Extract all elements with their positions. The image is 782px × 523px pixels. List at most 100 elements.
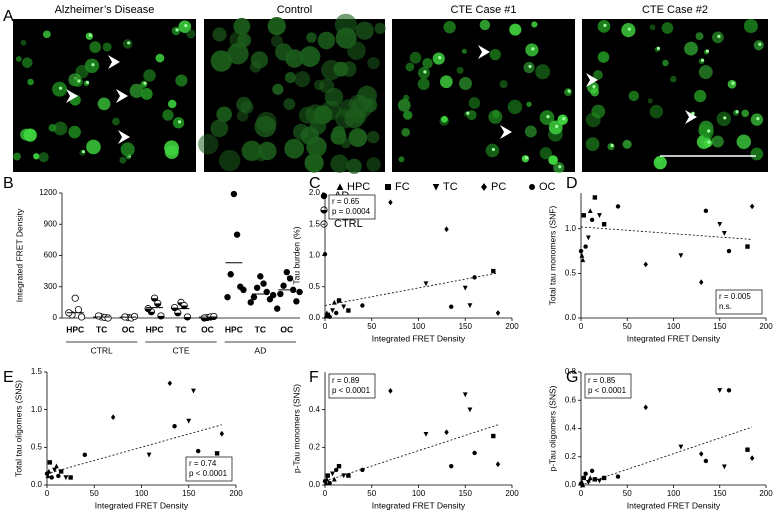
- cell: [695, 32, 704, 41]
- cell: [186, 29, 196, 39]
- micrograph: [392, 19, 575, 172]
- point: [491, 268, 496, 274]
- point: [71, 294, 79, 302]
- cell: [367, 130, 380, 144]
- cell: [218, 149, 241, 172]
- x-tick-label: HPC: [225, 324, 243, 334]
- y-tick-label: 0.5: [31, 442, 43, 451]
- inclusion: [558, 165, 562, 169]
- cell: [306, 32, 317, 43]
- y-tick-label: 1.0: [31, 405, 43, 414]
- point: [699, 451, 704, 457]
- cell: [155, 53, 165, 63]
- point: [260, 280, 267, 287]
- cell: [492, 111, 500, 119]
- point: [74, 306, 83, 314]
- cell: [284, 138, 305, 159]
- stats-text: p < 0.0001: [189, 469, 228, 478]
- point: [286, 275, 294, 282]
- point: [462, 285, 468, 291]
- point: [257, 273, 264, 280]
- cell: [348, 128, 368, 148]
- point: [592, 477, 598, 482]
- x-tick-label: 100: [412, 489, 426, 498]
- fit-line: [580, 426, 753, 486]
- cell: [236, 96, 252, 113]
- point: [196, 448, 201, 454]
- cell: [422, 58, 433, 69]
- point: [491, 433, 496, 439]
- y-tick-label: 0.0: [565, 313, 577, 322]
- inclusion: [177, 120, 182, 124]
- x-axis-title: Integrated FRET Density: [627, 500, 721, 510]
- point: [341, 304, 347, 310]
- cell: [456, 66, 464, 74]
- point: [56, 473, 61, 479]
- legend-label: OC: [539, 181, 556, 193]
- stats-box: [328, 194, 376, 220]
- inclusion: [77, 79, 81, 83]
- inclusion: [88, 33, 92, 37]
- inclusion: [700, 58, 705, 62]
- point: [320, 192, 328, 200]
- point: [230, 190, 238, 198]
- point: [423, 431, 429, 437]
- point: [643, 404, 648, 411]
- point: [47, 460, 53, 465]
- point: [432, 184, 440, 191]
- inclusion: [175, 28, 179, 32]
- cell: [548, 155, 558, 165]
- arrowhead: [685, 110, 697, 124]
- point: [578, 248, 584, 254]
- point: [721, 230, 727, 236]
- point: [587, 475, 593, 481]
- point: [726, 388, 732, 393]
- cell: [440, 115, 448, 123]
- point-half: [201, 318, 208, 322]
- x-tick-label: 150: [459, 489, 473, 498]
- cell: [38, 152, 49, 163]
- image-title: Control: [277, 4, 312, 16]
- point: [219, 430, 225, 437]
- x-tick-label: 150: [459, 322, 473, 331]
- cell: [68, 125, 81, 139]
- cell: [461, 48, 467, 54]
- cell: [351, 96, 373, 118]
- point: [130, 312, 139, 321]
- point: [749, 455, 755, 462]
- cell: [670, 75, 677, 83]
- point: [327, 314, 332, 319]
- cell: [711, 135, 724, 148]
- point: [449, 304, 454, 309]
- cell: [526, 101, 532, 107]
- y-tick-label: 0.5: [565, 268, 577, 277]
- point: [581, 213, 586, 218]
- x-tick-label: 0: [45, 489, 50, 498]
- point: [360, 303, 365, 308]
- point: [703, 208, 709, 214]
- cell: [405, 62, 415, 72]
- inclusion: [58, 86, 63, 90]
- point: [385, 184, 391, 190]
- legend-label: TC: [443, 181, 458, 193]
- cell: [321, 59, 342, 81]
- cell: [21, 57, 33, 68]
- cell: [102, 42, 112, 52]
- point: [68, 475, 73, 480]
- point: [63, 475, 69, 481]
- x-tick-label: 150: [713, 489, 727, 498]
- x-axis-title: Integrated FRET Density: [627, 333, 721, 343]
- cell: [210, 119, 229, 138]
- inclusion: [717, 34, 721, 38]
- x-tick-label: TC: [96, 324, 107, 334]
- x-tick-label: 100: [135, 489, 149, 498]
- point-half: [157, 315, 165, 320]
- point: [224, 293, 231, 301]
- cell: [585, 137, 600, 152]
- point: [331, 299, 337, 305]
- x-tick-label: 0: [323, 322, 328, 331]
- x-tick-label: 200: [505, 322, 519, 331]
- x-tick-label: OC: [122, 324, 135, 334]
- cell: [143, 69, 156, 82]
